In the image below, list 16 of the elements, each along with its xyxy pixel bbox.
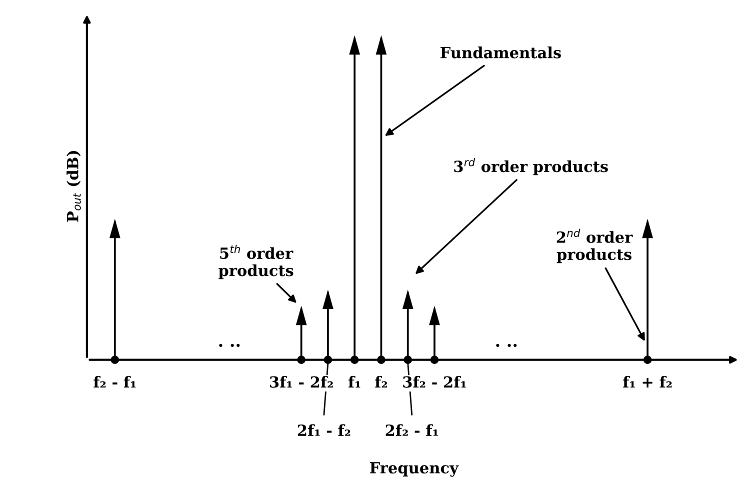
annotation: Fundamentals	[440, 46, 561, 58]
x-tick-label: f₂ - f₁	[94, 376, 136, 388]
text: 2f₁ - f₂	[298, 424, 350, 436]
annotation: . ..	[496, 344, 517, 347]
x-tick-label: f₁	[348, 376, 360, 388]
x-tick-label: 3f₂ - 2f₁	[403, 376, 466, 388]
annotation: 5$^{th}$ order products	[218, 244, 294, 280]
x-tick-label: f₂	[375, 376, 387, 388]
annotation: . ..	[219, 344, 240, 347]
y-axis-title: P$_{out}$ (dB)	[66, 150, 81, 222]
x-tick-label: 3f₁ - 2f₂	[270, 376, 333, 388]
text: 2f₂ - f₁	[386, 424, 438, 436]
annotation: 2$^{nd}$ order products	[556, 228, 633, 264]
x-axis-title: Frequency	[370, 462, 459, 477]
annotation: 3$^{rd}$ order products	[454, 158, 608, 176]
x-tick-label: f₁ + f₂	[623, 376, 672, 388]
